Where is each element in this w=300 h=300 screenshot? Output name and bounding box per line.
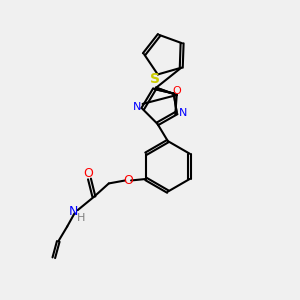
Text: N: N [68, 205, 78, 218]
Text: O: O [123, 174, 133, 187]
Text: N: N [178, 108, 187, 118]
Text: S: S [150, 72, 160, 86]
Text: H: H [76, 213, 85, 223]
Text: N: N [132, 103, 141, 112]
Text: O: O [83, 167, 93, 179]
Text: O: O [172, 85, 181, 96]
